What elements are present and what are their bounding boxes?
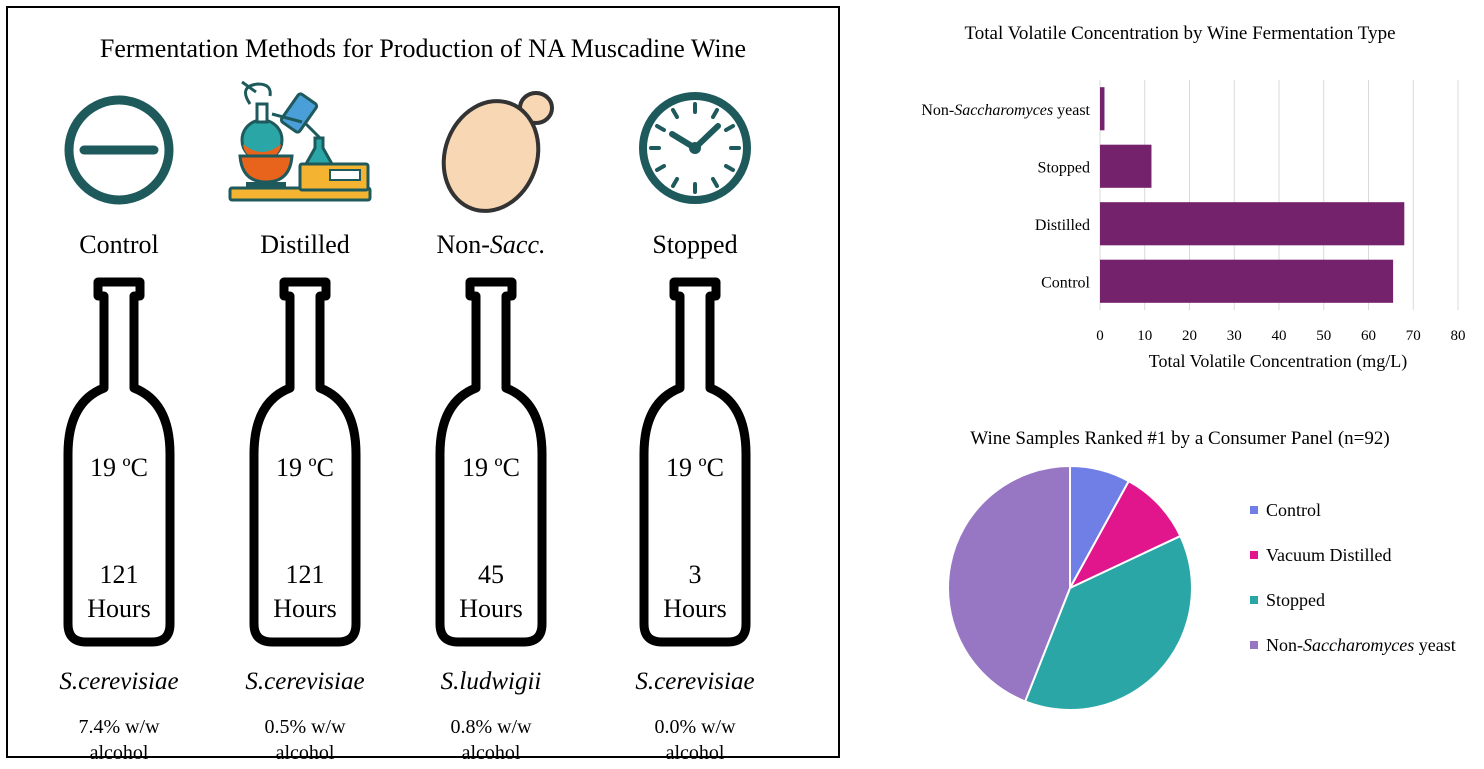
method-label: Distilled <box>260 230 350 259</box>
x-tick-label: 0 <box>1096 328 1104 344</box>
yeast-species: S.cerevisiae <box>635 668 755 695</box>
legend-label: Control <box>1266 500 1321 521</box>
legend-swatch <box>1250 596 1258 604</box>
x-tick-label: 40 <box>1272 328 1287 344</box>
legend-item: Stopped <box>1250 590 1456 635</box>
x-axis-label: Total Volatile Concentration (mg/L) <box>1149 351 1408 372</box>
category-label: Distilled <box>1035 217 1090 234</box>
temperature: 19 ºC <box>276 453 334 482</box>
legend-swatch <box>1250 506 1258 514</box>
method-column-stopped: Stopped 19 ºC 3 Hours S.cerevisiae 0.0% w… <box>600 8 790 764</box>
category-label-text: Stopped <box>1038 159 1090 176</box>
panel-title: Fermentation Methods for Production of N… <box>99 34 747 63</box>
x-tick-label: 80 <box>1451 328 1466 344</box>
x-tick-label: 10 <box>1137 328 1152 344</box>
legend-label: Stopped <box>1266 590 1325 611</box>
legend-label-text: Stopped <box>1266 590 1326 610</box>
volatile-concentration-bar-chart: Non-Saccharomyces yeast Stopped Distilled C… <box>921 80 1466 372</box>
legend-label: Vacuum Distilled <box>1266 545 1391 566</box>
x-tick-label: 70 <box>1406 328 1421 344</box>
fermentation-hours: 45 Hours <box>459 560 523 623</box>
yeast-species: S.cerevisiae <box>245 668 365 695</box>
pie-slice <box>1023 534 1193 711</box>
laboratory-distillation-icon <box>228 80 372 202</box>
method-column-distilled: Distilled 19 ºC 121 Hours S.cerevisiae 0.… <box>210 8 400 764</box>
bar <box>1100 144 1152 188</box>
legend-item: Non-Saccharomyces yeast <box>1250 635 1456 680</box>
bar-chart-title: Total Volatile Concentration by Wine Fer… <box>964 23 1396 44</box>
category-label-text: Non- <box>921 102 954 119</box>
category-label-rest: yeast <box>1053 102 1090 119</box>
legend-label-text: Vacuum Distilled <box>1266 545 1392 565</box>
legend-swatch <box>1250 551 1258 559</box>
category-label-text: Control <box>1041 274 1090 291</box>
category-label: Control <box>1041 274 1090 291</box>
clock-icon <box>639 92 751 204</box>
fermentation-hours: 121 Hours <box>87 560 151 623</box>
temperature: 19 ºC <box>666 453 724 482</box>
legend-label-text: Control <box>1266 500 1322 520</box>
minus-circle-icon <box>64 95 174 205</box>
bar <box>1100 87 1105 131</box>
x-tick-label: 60 <box>1361 328 1376 344</box>
category-label: Stopped <box>1038 159 1090 176</box>
wine-bottle-icon <box>639 277 751 647</box>
pie-chart-title: Wine Samples Ranked #1 by a Consumer Pan… <box>970 428 1390 449</box>
pie-slice <box>1067 479 1182 591</box>
yeast-species: S.ludwigii <box>440 668 542 695</box>
method-column-non-sacc: Non-Sacc. 19 ºC 45 Hours S.ludwigii 0.8% … <box>396 8 586 764</box>
pie-legend: Control Vacuum Distilled Stopped Non-Saccha… <box>1250 500 1456 680</box>
fermentation-methods-panel: Fermentation Methods for Production of N… <box>6 6 840 764</box>
method-label: Stopped <box>652 230 738 259</box>
fermentation-hours: 121 Hours <box>273 560 337 623</box>
legend-item: Control <box>1250 500 1456 545</box>
yeast-species: S.cerevisiae <box>59 668 179 695</box>
consumer-ranking-pie-chart <box>947 464 1193 711</box>
wine-bottle-icon <box>249 277 361 647</box>
legend-label-text: Non- <box>1266 635 1303 655</box>
x-tick-label: 50 <box>1316 328 1331 344</box>
alcohol-content: 0.5% w/w alcohol <box>264 716 346 764</box>
temperature: 19 ºC <box>462 453 520 482</box>
legend-item: Vacuum Distilled <box>1250 545 1456 590</box>
yeast-cell-icon <box>441 91 554 213</box>
fermentation-hours: 3 Hours <box>663 560 727 623</box>
legend-label-italic: Saccharomyces <box>1303 635 1415 655</box>
method-label: Control <box>79 230 159 259</box>
x-tick-label: 30 <box>1227 328 1242 344</box>
bar <box>1100 202 1405 246</box>
method-label: Non-Sacc. <box>436 230 546 259</box>
wine-bottle-icon <box>63 277 175 647</box>
alcohol-content: 0.8% w/w alcohol <box>450 716 532 764</box>
method-column-control: Control 19 ºC 121 Hours S.cerevisiae 7.4%… <box>24 8 214 764</box>
legend-label-rest: yeast <box>1414 635 1456 655</box>
alcohol-content: 0.0% w/w alcohol <box>654 716 736 764</box>
x-tick-label: 20 <box>1182 328 1197 344</box>
bar <box>1100 259 1394 303</box>
legend-label: Non-Saccharomyces yeast <box>1266 635 1456 656</box>
category-label-italic: Saccharomyces <box>954 102 1053 119</box>
temperature: 19 ºC <box>90 453 148 482</box>
legend-swatch <box>1250 641 1258 649</box>
category-label-text: Distilled <box>1035 217 1090 234</box>
wine-bottle-icon <box>435 277 547 647</box>
category-label: Non-Saccharomyces yeast <box>921 102 1090 119</box>
alcohol-content: 7.4% w/w alcohol <box>78 716 160 764</box>
pie-slice <box>947 464 1071 703</box>
